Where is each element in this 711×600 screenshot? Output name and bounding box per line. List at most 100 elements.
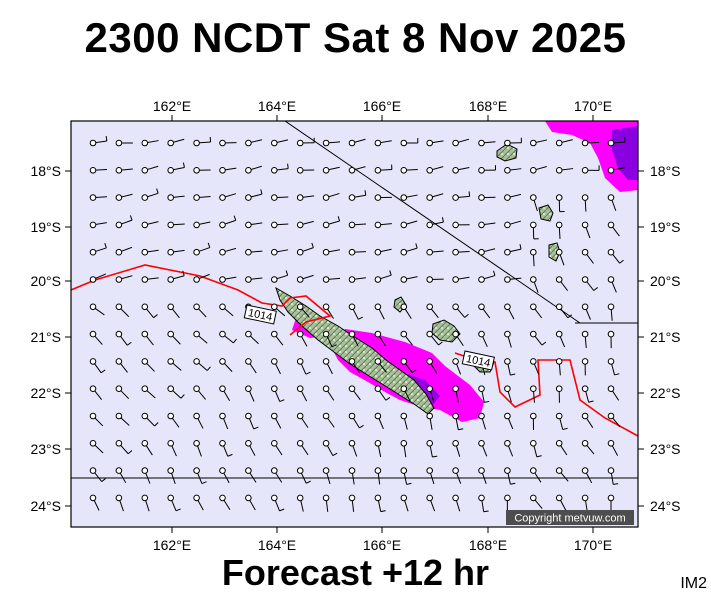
wind-barb [478,139,496,147]
wind-barb [193,273,210,283]
axis-ticks [65,115,644,533]
wind-barb [400,494,409,512]
lon-label-bottom-168: 168°E [469,537,507,553]
wind-barb [271,303,286,317]
wind-barb [478,385,490,403]
wind-barb [478,248,496,256]
wind-barb [193,358,211,371]
wind-barb [89,467,106,482]
lon-label-top-164: 164°E [258,98,296,114]
wind-barb [607,385,620,401]
lat-label-right-23: 23°S [650,441,681,457]
wind-barb [296,303,310,318]
wind-barb [219,440,233,457]
lat-label-left-18: 18°S [30,163,61,179]
wind-barb [581,165,600,174]
wind-barb [452,494,461,512]
wind-barb [581,276,598,291]
wind-barb [348,330,359,347]
vanuatu-island-3 [548,242,561,262]
wind-barb [504,220,521,229]
wind-barb [504,330,512,348]
wind-barb [348,166,366,174]
wind-barb [530,165,547,174]
wind-barb [193,221,211,229]
wind-barb [478,221,496,229]
wind-barb [504,167,522,174]
wind-barb [89,167,108,174]
wind-barb [271,440,283,456]
wind-barb [167,467,176,485]
isobar-label-east: 1014 [461,350,495,371]
wind-barbs [89,136,626,513]
wind-barb [167,248,185,256]
wind-barb [193,440,202,457]
wind-barb [581,194,589,212]
wind-barb [115,440,133,455]
wind-barb [426,217,444,229]
wind-barb [504,303,515,320]
wind-barb [141,139,159,147]
wind-barb [530,385,537,403]
wind-barb [400,440,408,458]
wind-barb [167,412,180,428]
wind-barb [374,494,386,513]
wind-barb [504,137,522,147]
wind-barb [193,167,211,174]
wind-barb [296,194,315,201]
lon-label-bottom-164: 164°E [258,537,296,553]
wind-barb [426,385,435,403]
lat-label-left-23: 23°S [30,441,61,457]
wind-barb [193,467,207,485]
wind-barb [89,330,103,345]
wind-barb [348,138,366,147]
wind-barb [504,412,514,430]
wind-barb [374,221,392,229]
wind-barb [400,330,413,346]
wind-barb [478,467,487,484]
wind-barb [115,246,133,256]
wind-barb [322,358,333,375]
wind-barb [141,358,155,372]
wind-barb [478,194,496,201]
wind-barb [167,440,177,457]
wind-barb [193,385,206,400]
wind-barb [167,221,185,229]
wind-barb [322,467,331,485]
wind-barb [193,330,208,344]
wind-barb [478,440,488,457]
wind-barb [115,215,133,229]
map-background [71,121,638,527]
wind-barb [581,494,593,513]
wind-barb [322,166,340,174]
copyright-badge [506,510,634,525]
wind-barb [504,244,522,256]
wind-barb [452,412,464,431]
wind-barb [115,330,132,346]
wind-barb [581,412,594,428]
isobar-label-west-text: 1014 [247,307,273,324]
wind-barb [348,248,367,256]
wind-barb [245,276,263,283]
isobar-label-west: 1014 [243,304,277,325]
wind-barb [219,139,237,147]
wind-barb [607,221,620,237]
wind-barb [581,358,589,376]
wind-barb [400,467,412,485]
lon-label-top-170: 170°E [574,98,612,114]
wind-barb [426,248,444,256]
wind-barb [530,139,548,147]
wind-barb [452,467,462,484]
wind-barb [296,274,314,283]
wind-barb [245,467,257,483]
wind-barb [115,303,130,318]
wind-barb [322,440,338,457]
vanuatu-island-2 [538,204,554,222]
map-title: 2300 NCDT Sat 8 Nov 2025 [84,14,627,61]
wind-barb [400,385,411,402]
wind-barb [115,167,133,174]
wind-barb [245,139,263,147]
wind-barb [322,139,341,147]
wind-barb [296,220,314,229]
wind-barb [245,248,263,256]
